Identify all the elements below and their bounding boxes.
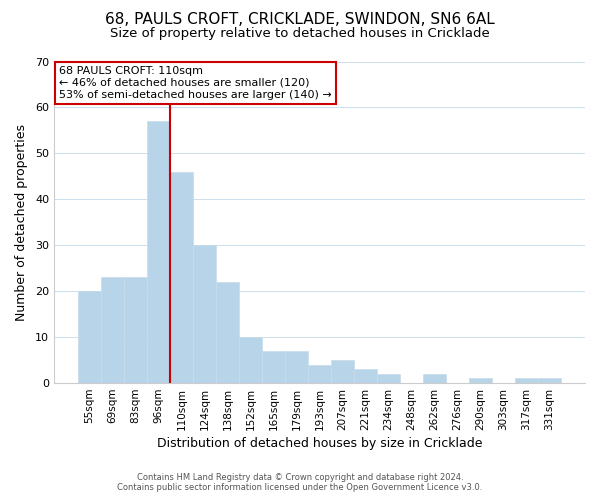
- Bar: [216, 282, 239, 383]
- Bar: [469, 378, 492, 383]
- Bar: [170, 172, 193, 383]
- Text: 68, PAULS CROFT, CRICKLADE, SWINDON, SN6 6AL: 68, PAULS CROFT, CRICKLADE, SWINDON, SN6…: [105, 12, 495, 28]
- Bar: [262, 351, 285, 383]
- Bar: [331, 360, 354, 383]
- Y-axis label: Number of detached properties: Number of detached properties: [15, 124, 28, 321]
- Bar: [308, 364, 331, 383]
- Bar: [285, 351, 308, 383]
- Bar: [377, 374, 400, 383]
- Text: Contains HM Land Registry data © Crown copyright and database right 2024.
Contai: Contains HM Land Registry data © Crown c…: [118, 473, 482, 492]
- Bar: [124, 278, 147, 383]
- Bar: [538, 378, 561, 383]
- Bar: [354, 370, 377, 383]
- Bar: [78, 291, 101, 383]
- Bar: [101, 278, 124, 383]
- Bar: [515, 378, 538, 383]
- X-axis label: Distribution of detached houses by size in Cricklade: Distribution of detached houses by size …: [157, 437, 482, 450]
- Bar: [239, 337, 262, 383]
- Text: 68 PAULS CROFT: 110sqm
← 46% of detached houses are smaller (120)
53% of semi-de: 68 PAULS CROFT: 110sqm ← 46% of detached…: [59, 66, 332, 100]
- Bar: [193, 246, 216, 383]
- Bar: [147, 121, 170, 383]
- Text: Size of property relative to detached houses in Cricklade: Size of property relative to detached ho…: [110, 28, 490, 40]
- Bar: [423, 374, 446, 383]
